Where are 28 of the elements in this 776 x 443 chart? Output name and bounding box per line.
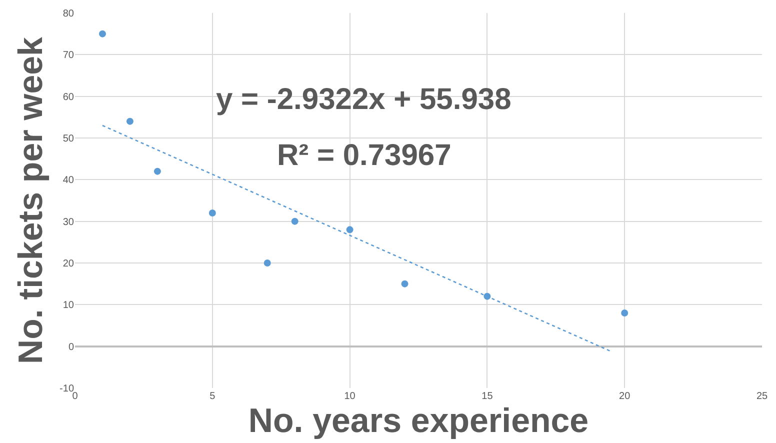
y-tick-label: 0 <box>68 342 74 353</box>
point <box>291 218 298 225</box>
x-tick-label: 5 <box>210 391 216 402</box>
point <box>98 30 106 38</box>
point <box>126 118 134 125</box>
point <box>401 280 408 288</box>
y-tick-label: 70 <box>62 50 74 62</box>
annotation: R² = 0.73967 <box>277 139 452 172</box>
x-tick-label: 10 <box>344 391 356 402</box>
y-tick-label: 80 <box>62 8 74 20</box>
y-tick-label: 10 <box>62 300 74 312</box>
y-tick-label: 40 <box>62 175 74 186</box>
y-tick-label: -10 <box>60 384 74 394</box>
point <box>346 226 354 234</box>
y-tick-label: 50 <box>62 134 74 144</box>
point <box>208 210 216 216</box>
point <box>264 260 271 266</box>
y-tick-label: 30 <box>62 216 74 228</box>
point <box>621 310 628 316</box>
point <box>154 168 161 175</box>
x-axis-title: No. years experience <box>248 402 589 440</box>
x-tick-label: 20 <box>619 391 631 402</box>
x-tick-label: 25 <box>756 391 768 402</box>
x-tick-label: 15 <box>482 391 494 402</box>
y-tick-label: 20 <box>62 258 74 270</box>
y-tick-label: 60 <box>62 92 74 103</box>
y-axis-title: No. tickets per week <box>12 36 50 364</box>
annotation: y = -2.9322x + 55.938 <box>216 83 512 116</box>
